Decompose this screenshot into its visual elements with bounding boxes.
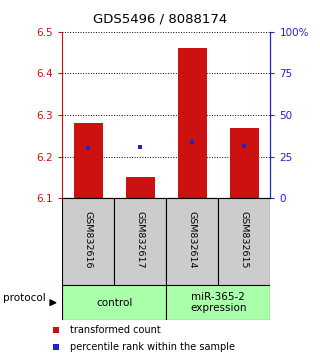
Bar <box>218 198 270 285</box>
Text: protocol: protocol <box>3 293 46 303</box>
Bar <box>115 198 166 285</box>
Bar <box>62 285 166 320</box>
Bar <box>62 198 115 285</box>
Bar <box>74 123 103 198</box>
Text: GDS5496 / 8088174: GDS5496 / 8088174 <box>93 12 227 25</box>
Bar <box>178 48 207 198</box>
Text: transformed count: transformed count <box>70 325 161 335</box>
Text: miR-365-2
expression: miR-365-2 expression <box>190 292 247 314</box>
Text: GSM832615: GSM832615 <box>240 211 249 269</box>
Text: percentile rank within the sample: percentile rank within the sample <box>70 342 236 352</box>
Text: control: control <box>96 298 132 308</box>
Text: GSM832614: GSM832614 <box>188 211 197 269</box>
Bar <box>166 198 218 285</box>
Bar <box>126 177 155 198</box>
Bar <box>166 285 270 320</box>
Bar <box>230 127 259 198</box>
Text: GSM832616: GSM832616 <box>84 211 93 269</box>
Text: GSM832617: GSM832617 <box>136 211 145 269</box>
